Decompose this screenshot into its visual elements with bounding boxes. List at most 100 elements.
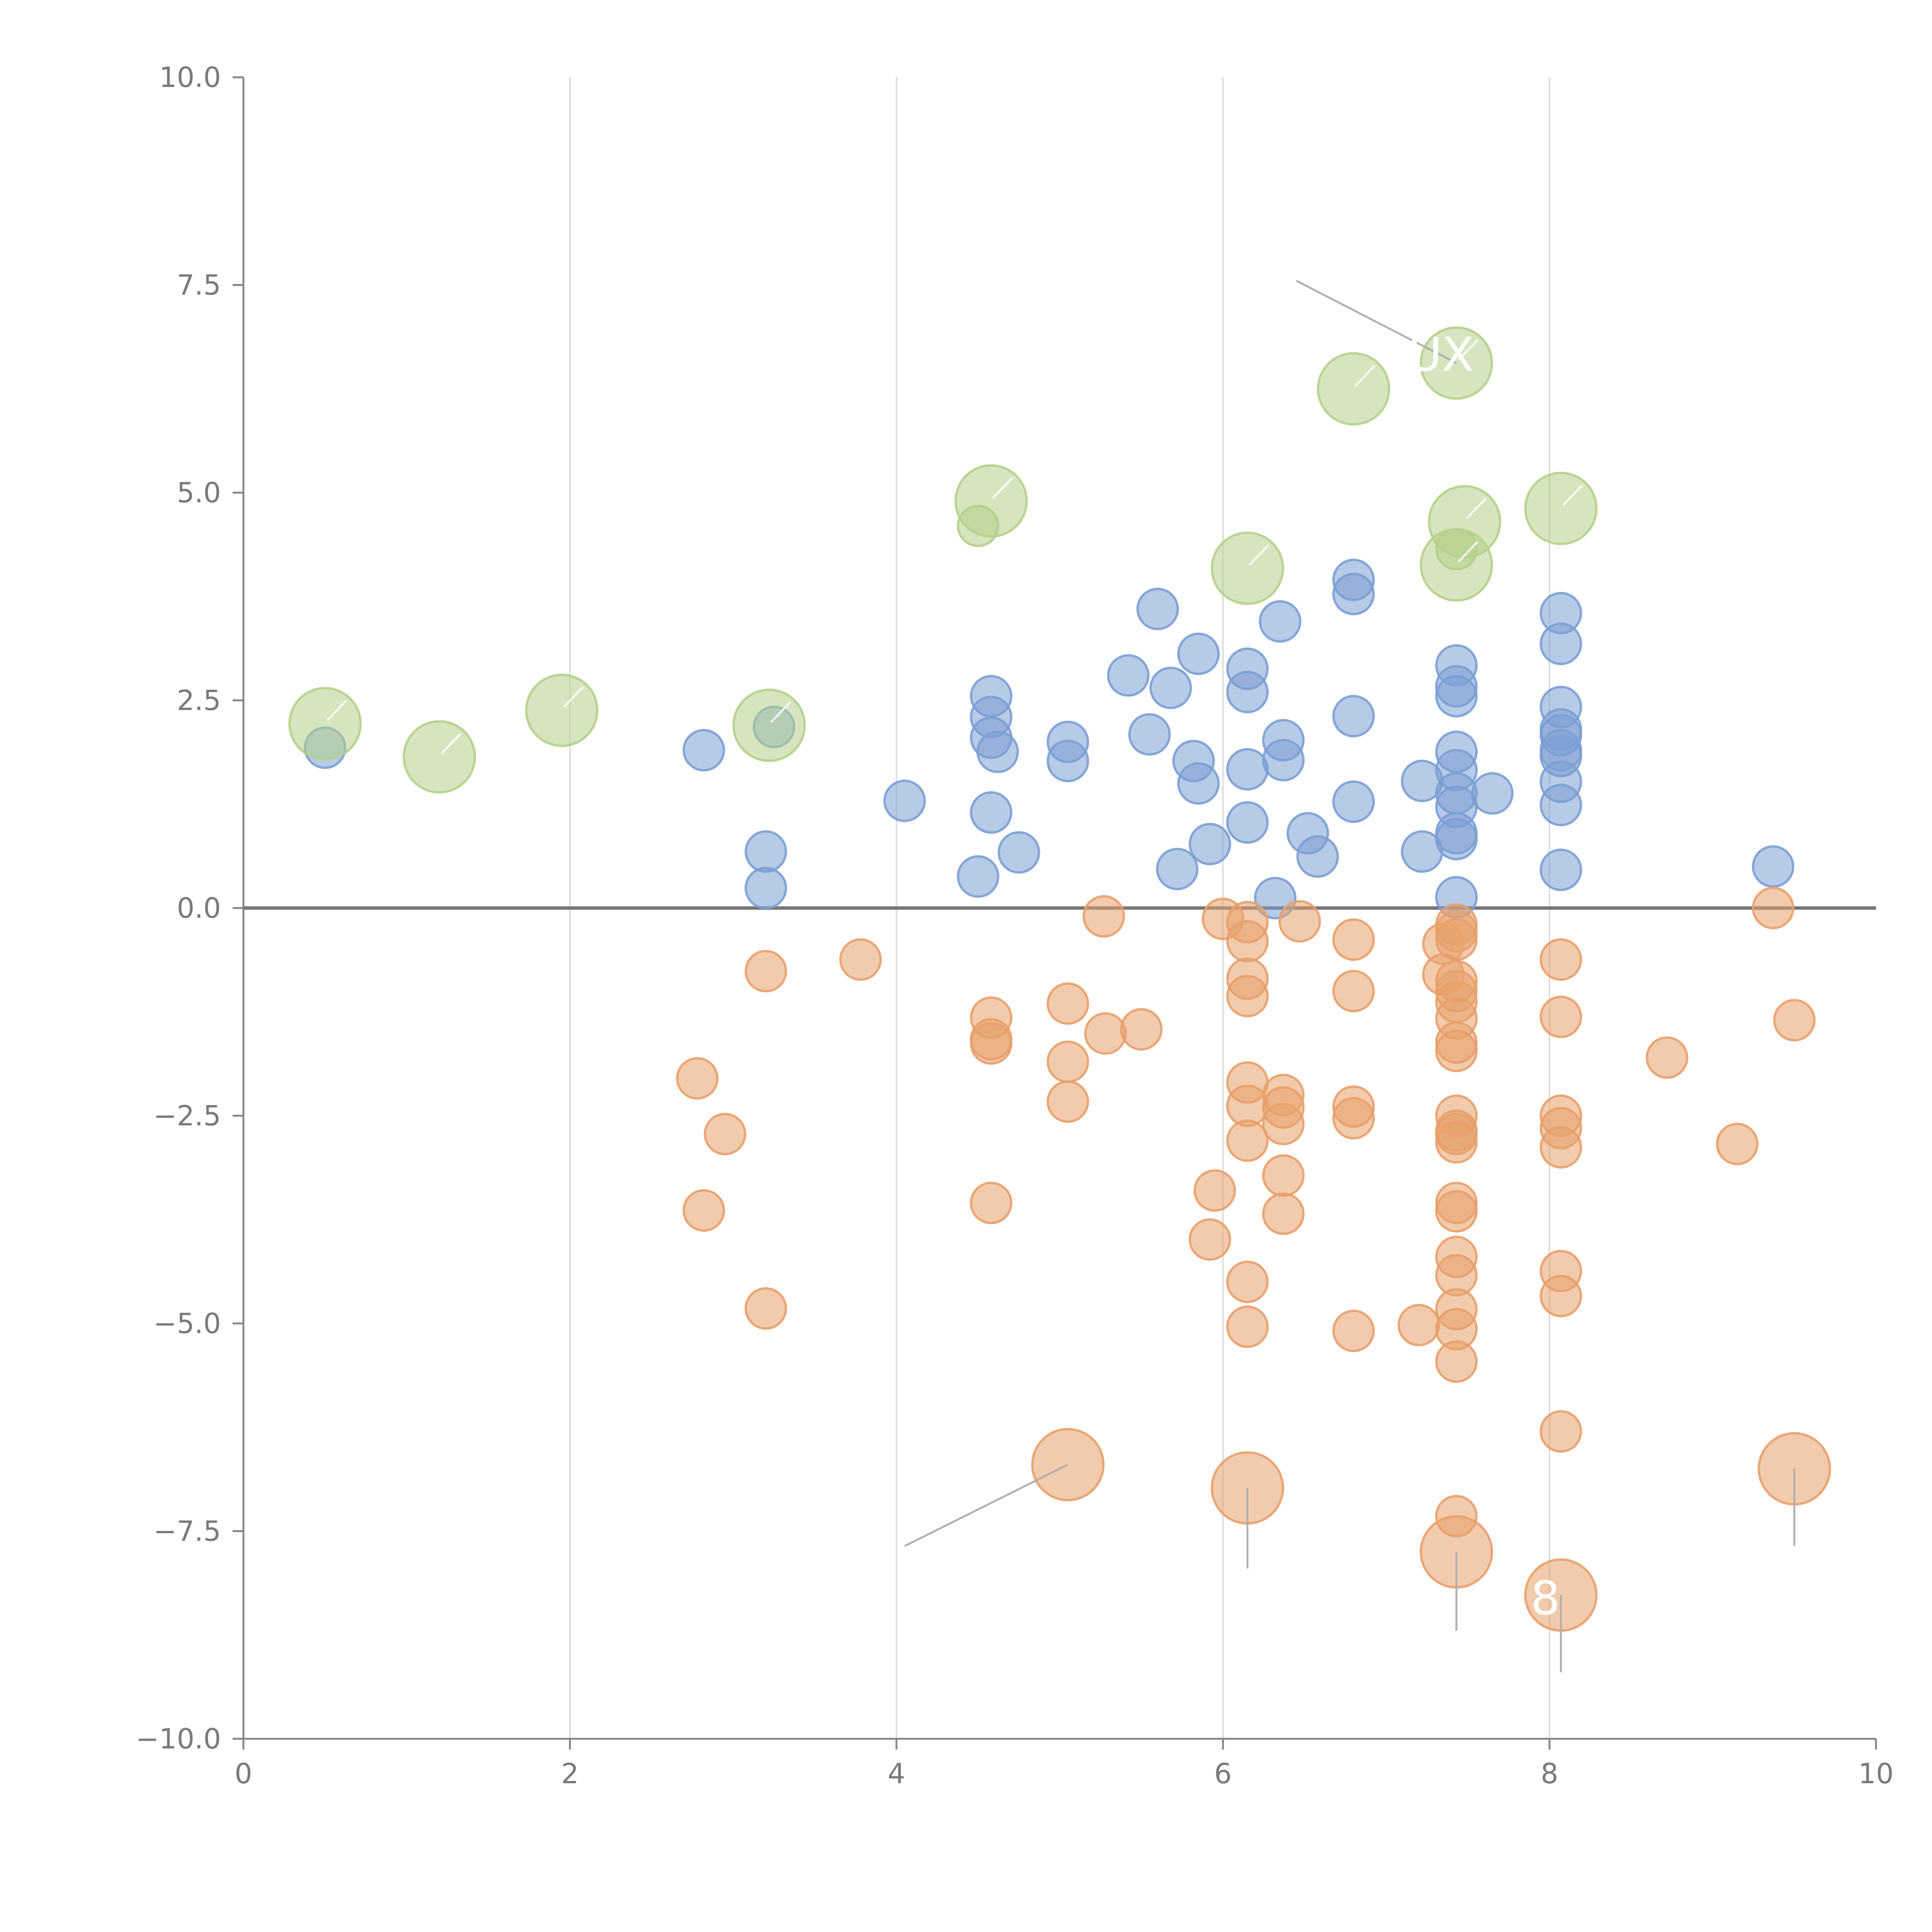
data-point-orange (1435, 1190, 1478, 1233)
data-point-blue (682, 729, 725, 772)
data-point-orange (1435, 1029, 1478, 1072)
data-point-blue (1226, 671, 1269, 713)
data-point-orange (1226, 1305, 1269, 1348)
y-tick-label: 2.5 (177, 684, 221, 717)
data-point-orange (682, 1189, 725, 1232)
data-point-orange (1435, 1121, 1478, 1164)
annotation-leader-line (1296, 280, 1457, 364)
bubble-highlight (1248, 544, 1270, 566)
bubble-highlight (563, 686, 584, 708)
data-point-orange (1278, 900, 1321, 943)
data-point-blue (1046, 740, 1089, 782)
data-point-green (525, 673, 599, 747)
data-point-orange (1120, 1008, 1163, 1051)
annotation-label: UX (1408, 328, 1474, 382)
data-point-blue (1296, 835, 1339, 878)
data-point-blue (1226, 748, 1269, 791)
bubble-highlight (1458, 339, 1478, 361)
y-tick-label: −7.5 (153, 1515, 221, 1548)
data-point-blue (1107, 654, 1150, 697)
data-point-blue (1539, 784, 1582, 827)
data-point-orange (1539, 1275, 1582, 1318)
data-point-orange (1332, 1310, 1375, 1352)
data-point-orange (1262, 1192, 1305, 1235)
data-point-blue (1539, 849, 1582, 891)
data-point-blue (745, 867, 787, 910)
data-point-orange (1398, 1304, 1440, 1347)
data-point-blue (745, 830, 787, 873)
data-point-orange (839, 938, 882, 981)
data-point-orange (1046, 1080, 1089, 1123)
data-point-green (403, 720, 476, 794)
data-point-green (1211, 531, 1284, 605)
data-point-orange (1084, 1012, 1127, 1055)
data-point-blue (1332, 695, 1375, 738)
data-point-orange (1646, 1036, 1689, 1079)
data-point-orange (1046, 1040, 1089, 1083)
data-point-orange (1716, 1122, 1759, 1165)
bubble-highlight (1466, 498, 1487, 519)
data-point-blue (1262, 739, 1305, 782)
data-point-blue (1136, 588, 1179, 630)
data-point-blue (997, 831, 1040, 874)
bubble-highlight (992, 477, 1013, 499)
data-point-blue (1177, 633, 1220, 675)
data-point-orange (1189, 1218, 1231, 1261)
data-point-blue (1471, 772, 1514, 815)
data-point-orange (970, 1182, 1013, 1225)
data-point-green (288, 687, 362, 760)
y-tick-label: −2.5 (153, 1100, 221, 1132)
bubble-highlight (1355, 365, 1376, 386)
annotation-leader-line (904, 1464, 1068, 1547)
data-point-blue (883, 779, 926, 822)
y-tick-label: −10.0 (136, 1723, 221, 1755)
data-point-blue (1177, 762, 1220, 805)
data-point-blue (1189, 823, 1231, 866)
bubble-highlight (326, 699, 347, 721)
data-point-orange (1332, 918, 1375, 961)
data-point-orange (1262, 1154, 1305, 1197)
data-point-orange (1773, 999, 1816, 1042)
data-point-orange (745, 950, 787, 993)
data-point-green (732, 689, 806, 762)
data-point-orange (1193, 1169, 1236, 1212)
data-point-blue (1539, 622, 1582, 665)
data-point-blue (976, 730, 1019, 773)
data-point-orange (1226, 920, 1269, 963)
y-tick-label: 10.0 (159, 61, 221, 94)
data-point-blue (1332, 780, 1375, 823)
data-point-orange (1435, 918, 1478, 961)
data-point-orange (1332, 970, 1375, 1012)
data-point-green (1317, 352, 1390, 426)
y-tick-label: 0.0 (177, 892, 221, 924)
x-tick-label: 0 (235, 1757, 252, 1790)
data-point-blue (1156, 847, 1199, 890)
data-point-green (1524, 471, 1598, 545)
annotation-label: 8 (1531, 1572, 1560, 1626)
data-point-blue (1259, 600, 1301, 643)
data-point-orange (1539, 995, 1582, 1038)
data-point-orange (1435, 1340, 1478, 1383)
data-point-orange (1539, 1126, 1582, 1169)
points-layer (288, 326, 1831, 1632)
x-tick-label: 4 (888, 1757, 905, 1790)
bubble-highlight (440, 733, 461, 755)
data-point-orange (1262, 1103, 1305, 1145)
data-point-orange (1539, 938, 1582, 981)
data-point-orange (1539, 1410, 1582, 1453)
data-point-blue (970, 791, 1013, 834)
bubble-highlight (1458, 541, 1478, 563)
x-tick-label: 8 (1541, 1757, 1558, 1790)
data-point-orange (745, 1287, 787, 1330)
data-point-orange (1332, 1097, 1375, 1139)
leader-layer (904, 280, 1796, 1672)
axes-layer: 0 2 4 6 8 10 10.0 7.5 5.0 2.5 0.0 −2.5 −5.0 −7.5 −10.0 (136, 61, 1893, 1790)
data-point-blue (1149, 667, 1192, 709)
data-point-blue (1435, 818, 1478, 861)
y-tick-label: 7.5 (177, 269, 221, 301)
data-point-green (1420, 528, 1493, 602)
data-point-blue (1752, 845, 1794, 888)
label-layer: UX 8 (1408, 328, 1560, 1626)
data-point-blue (957, 855, 1000, 898)
